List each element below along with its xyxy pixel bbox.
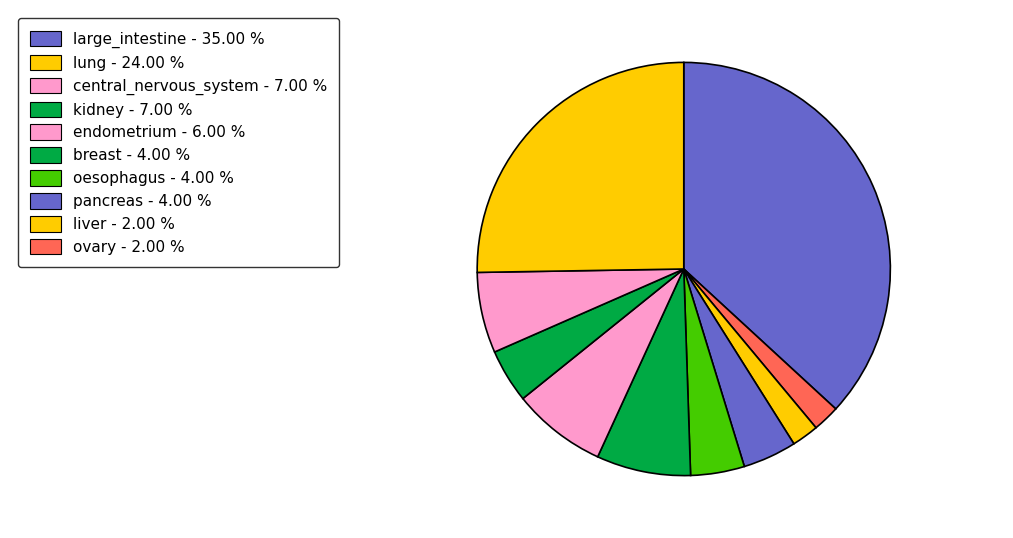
- Wedge shape: [684, 269, 836, 428]
- Legend: large_intestine - 35.00 %, lung - 24.00 %, central_nervous_system - 7.00 %, kidn: large_intestine - 35.00 %, lung - 24.00 …: [18, 18, 339, 267]
- Wedge shape: [477, 269, 684, 352]
- Wedge shape: [684, 62, 890, 409]
- Wedge shape: [494, 269, 684, 399]
- Wedge shape: [523, 269, 684, 457]
- Wedge shape: [684, 269, 816, 444]
- Wedge shape: [684, 269, 745, 476]
- Wedge shape: [477, 62, 684, 272]
- Wedge shape: [598, 269, 691, 476]
- Wedge shape: [684, 269, 794, 466]
